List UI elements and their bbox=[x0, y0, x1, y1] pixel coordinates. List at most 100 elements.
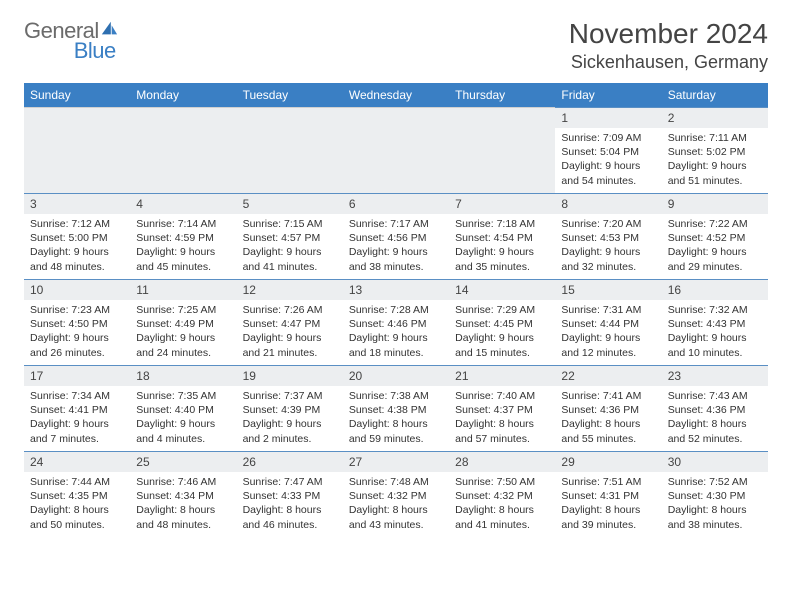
calendar-cell: 2Sunrise: 7:11 AMSunset: 5:02 PMDaylight… bbox=[662, 107, 768, 193]
day-number: 22 bbox=[555, 366, 661, 386]
day-details: Sunrise: 7:18 AMSunset: 4:54 PMDaylight:… bbox=[449, 214, 555, 279]
weekday-header: Thursday bbox=[449, 83, 555, 107]
day-details: Sunrise: 7:44 AMSunset: 4:35 PMDaylight:… bbox=[24, 472, 130, 537]
weekday-header: Tuesday bbox=[237, 83, 343, 107]
day-number: 25 bbox=[130, 452, 236, 472]
calendar-cell: 9Sunrise: 7:22 AMSunset: 4:52 PMDaylight… bbox=[662, 193, 768, 279]
day-details: Sunrise: 7:48 AMSunset: 4:32 PMDaylight:… bbox=[343, 472, 449, 537]
day-details: Sunrise: 7:32 AMSunset: 4:43 PMDaylight:… bbox=[662, 300, 768, 365]
day-number: 6 bbox=[343, 194, 449, 214]
weekday-header: Monday bbox=[130, 83, 236, 107]
day-details: Sunrise: 7:15 AMSunset: 4:57 PMDaylight:… bbox=[237, 214, 343, 279]
day-number: 18 bbox=[130, 366, 236, 386]
calendar-cell-empty bbox=[24, 107, 130, 193]
calendar-cell-empty bbox=[449, 107, 555, 193]
day-number: 7 bbox=[449, 194, 555, 214]
day-number: 15 bbox=[555, 280, 661, 300]
day-number: 4 bbox=[130, 194, 236, 214]
calendar-cell: 4Sunrise: 7:14 AMSunset: 4:59 PMDaylight… bbox=[130, 193, 236, 279]
page-location: Sickenhausen, Germany bbox=[569, 52, 768, 73]
day-number: 30 bbox=[662, 452, 768, 472]
day-details: Sunrise: 7:38 AMSunset: 4:38 PMDaylight:… bbox=[343, 386, 449, 451]
day-details: Sunrise: 7:09 AMSunset: 5:04 PMDaylight:… bbox=[555, 128, 661, 193]
calendar-cell: 1Sunrise: 7:09 AMSunset: 5:04 PMDaylight… bbox=[555, 107, 661, 193]
day-details: Sunrise: 7:51 AMSunset: 4:31 PMDaylight:… bbox=[555, 472, 661, 537]
calendar-cell-empty bbox=[237, 107, 343, 193]
day-number: 9 bbox=[662, 194, 768, 214]
title-block: November 2024 Sickenhausen, Germany bbox=[569, 18, 768, 73]
day-number: 5 bbox=[237, 194, 343, 214]
day-details: Sunrise: 7:28 AMSunset: 4:46 PMDaylight:… bbox=[343, 300, 449, 365]
calendar-cell: 23Sunrise: 7:43 AMSunset: 4:36 PMDayligh… bbox=[662, 365, 768, 451]
day-details: Sunrise: 7:14 AMSunset: 4:59 PMDaylight:… bbox=[130, 214, 236, 279]
day-number: 10 bbox=[24, 280, 130, 300]
calendar-cell: 22Sunrise: 7:41 AMSunset: 4:36 PMDayligh… bbox=[555, 365, 661, 451]
day-details: Sunrise: 7:52 AMSunset: 4:30 PMDaylight:… bbox=[662, 472, 768, 537]
day-number: 8 bbox=[555, 194, 661, 214]
day-number: 1 bbox=[555, 108, 661, 128]
day-number: 13 bbox=[343, 280, 449, 300]
day-number: 11 bbox=[130, 280, 236, 300]
day-number: 17 bbox=[24, 366, 130, 386]
calendar-cell: 18Sunrise: 7:35 AMSunset: 4:40 PMDayligh… bbox=[130, 365, 236, 451]
day-number: 16 bbox=[662, 280, 768, 300]
day-number: 27 bbox=[343, 452, 449, 472]
page-title: November 2024 bbox=[569, 18, 768, 50]
day-details: Sunrise: 7:11 AMSunset: 5:02 PMDaylight:… bbox=[662, 128, 768, 193]
weekday-header: Friday bbox=[555, 83, 661, 107]
calendar-cell: 30Sunrise: 7:52 AMSunset: 4:30 PMDayligh… bbox=[662, 451, 768, 537]
calendar-cell: 8Sunrise: 7:20 AMSunset: 4:53 PMDaylight… bbox=[555, 193, 661, 279]
weekday-header: Saturday bbox=[662, 83, 768, 107]
day-number: 12 bbox=[237, 280, 343, 300]
day-details: Sunrise: 7:17 AMSunset: 4:56 PMDaylight:… bbox=[343, 214, 449, 279]
day-details: Sunrise: 7:47 AMSunset: 4:33 PMDaylight:… bbox=[237, 472, 343, 537]
day-details: Sunrise: 7:35 AMSunset: 4:40 PMDaylight:… bbox=[130, 386, 236, 451]
day-details: Sunrise: 7:41 AMSunset: 4:36 PMDaylight:… bbox=[555, 386, 661, 451]
day-number: 24 bbox=[24, 452, 130, 472]
day-number: 29 bbox=[555, 452, 661, 472]
calendar-cell: 6Sunrise: 7:17 AMSunset: 4:56 PMDaylight… bbox=[343, 193, 449, 279]
calendar-cell: 27Sunrise: 7:48 AMSunset: 4:32 PMDayligh… bbox=[343, 451, 449, 537]
day-details: Sunrise: 7:23 AMSunset: 4:50 PMDaylight:… bbox=[24, 300, 130, 365]
calendar-cell: 7Sunrise: 7:18 AMSunset: 4:54 PMDaylight… bbox=[449, 193, 555, 279]
calendar-cell: 12Sunrise: 7:26 AMSunset: 4:47 PMDayligh… bbox=[237, 279, 343, 365]
day-number: 26 bbox=[237, 452, 343, 472]
calendar-cell: 28Sunrise: 7:50 AMSunset: 4:32 PMDayligh… bbox=[449, 451, 555, 537]
calendar-cell-empty bbox=[343, 107, 449, 193]
day-details: Sunrise: 7:34 AMSunset: 4:41 PMDaylight:… bbox=[24, 386, 130, 451]
day-number: 14 bbox=[449, 280, 555, 300]
calendar-page: GeneralBlue November 2024 Sickenhausen, … bbox=[0, 0, 792, 547]
day-details: Sunrise: 7:22 AMSunset: 4:52 PMDaylight:… bbox=[662, 214, 768, 279]
day-number: 20 bbox=[343, 366, 449, 386]
header: GeneralBlue November 2024 Sickenhausen, … bbox=[24, 18, 768, 73]
day-details: Sunrise: 7:40 AMSunset: 4:37 PMDaylight:… bbox=[449, 386, 555, 451]
calendar-cell: 24Sunrise: 7:44 AMSunset: 4:35 PMDayligh… bbox=[24, 451, 130, 537]
day-details: Sunrise: 7:29 AMSunset: 4:45 PMDaylight:… bbox=[449, 300, 555, 365]
calendar-cell: 10Sunrise: 7:23 AMSunset: 4:50 PMDayligh… bbox=[24, 279, 130, 365]
calendar-cell: 11Sunrise: 7:25 AMSunset: 4:49 PMDayligh… bbox=[130, 279, 236, 365]
weekday-header-row: SundayMondayTuesdayWednesdayThursdayFrid… bbox=[24, 83, 768, 107]
logo: GeneralBlue bbox=[24, 18, 118, 64]
day-details: Sunrise: 7:25 AMSunset: 4:49 PMDaylight:… bbox=[130, 300, 236, 365]
calendar-grid: 1Sunrise: 7:09 AMSunset: 5:04 PMDaylight… bbox=[24, 107, 768, 537]
day-number: 3 bbox=[24, 194, 130, 214]
calendar-cell: 19Sunrise: 7:37 AMSunset: 4:39 PMDayligh… bbox=[237, 365, 343, 451]
calendar-cell: 21Sunrise: 7:40 AMSunset: 4:37 PMDayligh… bbox=[449, 365, 555, 451]
calendar-cell: 26Sunrise: 7:47 AMSunset: 4:33 PMDayligh… bbox=[237, 451, 343, 537]
day-details: Sunrise: 7:50 AMSunset: 4:32 PMDaylight:… bbox=[449, 472, 555, 537]
weekday-header: Wednesday bbox=[343, 83, 449, 107]
day-details: Sunrise: 7:31 AMSunset: 4:44 PMDaylight:… bbox=[555, 300, 661, 365]
day-number: 21 bbox=[449, 366, 555, 386]
day-details: Sunrise: 7:20 AMSunset: 4:53 PMDaylight:… bbox=[555, 214, 661, 279]
calendar-cell: 3Sunrise: 7:12 AMSunset: 5:00 PMDaylight… bbox=[24, 193, 130, 279]
day-number: 28 bbox=[449, 452, 555, 472]
calendar-cell-empty bbox=[130, 107, 236, 193]
calendar-cell: 14Sunrise: 7:29 AMSunset: 4:45 PMDayligh… bbox=[449, 279, 555, 365]
logo-sail-icon bbox=[100, 20, 118, 38]
day-number: 23 bbox=[662, 366, 768, 386]
calendar-cell: 13Sunrise: 7:28 AMSunset: 4:46 PMDayligh… bbox=[343, 279, 449, 365]
weekday-header: Sunday bbox=[24, 83, 130, 107]
calendar-cell: 25Sunrise: 7:46 AMSunset: 4:34 PMDayligh… bbox=[130, 451, 236, 537]
day-number: 2 bbox=[662, 108, 768, 128]
calendar-cell: 5Sunrise: 7:15 AMSunset: 4:57 PMDaylight… bbox=[237, 193, 343, 279]
